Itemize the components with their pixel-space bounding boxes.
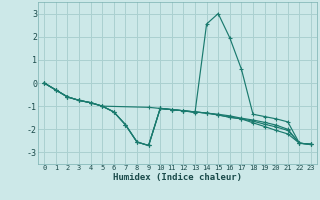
X-axis label: Humidex (Indice chaleur): Humidex (Indice chaleur) bbox=[113, 173, 242, 182]
